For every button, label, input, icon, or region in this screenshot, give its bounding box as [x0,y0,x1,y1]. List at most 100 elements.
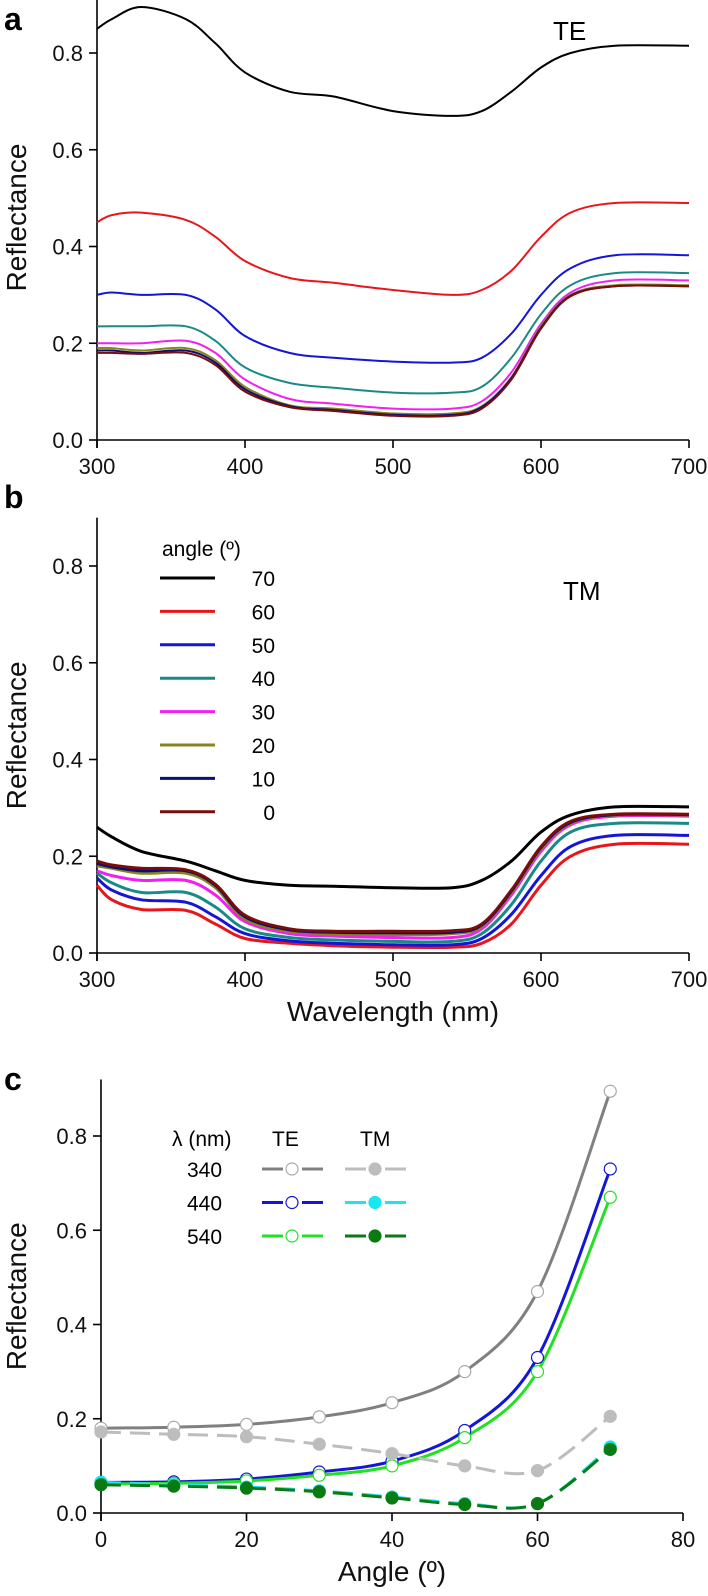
series-line-TE-540 [100,1196,612,1486]
y-tick-label: 0.4 [56,1313,87,1338]
x-tick-label: 60 [525,1527,549,1552]
data-point-TE-540 [312,1468,326,1482]
y-tick-label: 0.8 [56,1124,87,1149]
x-tick-label: 400 [227,454,264,479]
y-tick-label: 0.6 [56,1218,87,1243]
legend-label-40: 40 [252,668,275,691]
legend-header-wavelength: λ (nm) [172,1128,232,1151]
legend-label-10: 10 [252,768,275,791]
y-tick-label: 0.6 [52,138,83,163]
y-tick-label: 0.6 [52,651,83,676]
data-point-TE-540 [603,1190,617,1204]
data-point-TE-340 [603,1084,617,1098]
legend-header-te: TE [272,1128,299,1151]
y-tick-label: 0.0 [52,941,83,966]
data-point-TM-540 [530,1496,545,1511]
x-tick-label: 40 [380,1527,404,1552]
data-point-TE-340 [458,1365,472,1379]
data-point-TE-440 [603,1162,617,1176]
data-point-TM-540 [239,1481,254,1495]
x-tick-label: 300 [79,967,116,992]
x-tick-label: 300 [79,454,116,479]
data-point-TM-340 [167,1427,181,1441]
panel-a: a 0.0 0.2 0.4 0.6 0.8 300 400 500 600 700 Reflectan… [1,0,707,479]
legend-marker-TM-540 [368,1229,382,1243]
data-point-TM-340 [239,1430,254,1444]
legend-label-340: 340 [187,1159,222,1182]
y-tick-label: 0.8 [52,41,83,66]
legend-title: angle (º) [162,538,241,561]
y-tick-label: 0.4 [52,748,83,773]
data-point-TM-540 [603,1442,617,1456]
x-tick-label: 700 [671,967,708,992]
y-tick-label: 0.2 [56,1407,87,1432]
x-axis-label: Wavelength (nm) [287,996,499,1027]
legend-marker-TM-440 [368,1195,382,1210]
x-tick-label: 700 [671,454,708,479]
panel-letter: c [4,1061,22,1097]
data-point-TM-540 [458,1497,472,1512]
series-line-60 [95,841,690,950]
series-line-10 [96,284,690,417]
series-line-40 [96,821,690,944]
data-point-TE-540 [385,1459,399,1473]
x-axis-label: Angle (º) [338,1556,446,1587]
y-tick-label: 0.4 [52,235,83,260]
x-tick-label: 500 [375,967,412,992]
series-line-70 [96,5,690,117]
panel-letter: b [4,479,24,515]
legend-label-60: 60 [252,601,275,624]
data-point-TE-440 [530,1350,545,1365]
series-line-50 [96,253,690,364]
x-tick-label: 80 [671,1527,695,1552]
x-tick-label: 600 [523,967,560,992]
series-line-30 [96,278,690,411]
data-point-TM-340 [385,1447,399,1461]
data-point-TM-340 [603,1409,617,1423]
series-line-30 [96,813,690,940]
legend-label-20: 20 [252,735,275,758]
legend-marker-TM-340 [368,1162,382,1176]
x-tick-label: 600 [523,454,560,479]
series-line-0 [96,812,690,933]
y-tick-label: 0.0 [56,1501,87,1526]
data-point-TE-340 [312,1410,326,1424]
data-point-TM-340 [312,1437,326,1451]
x-tick-label: 500 [375,454,412,479]
data-point-TM-540 [94,1478,108,1492]
legend-label-30: 30 [252,702,275,725]
mode-annotation: TM [563,576,601,606]
y-axis-label: Reflectance [1,144,32,292]
data-point-TM-540 [167,1479,181,1493]
y-tick-label: 0.2 [52,331,83,356]
mode-annotation: TE [553,16,586,46]
data-point-TE-540 [458,1430,472,1445]
legend-marker-TE-340 [285,1162,299,1176]
panel-c: c 0.0 0.2 0.4 0.6 0.8 0 20 40 60 80 Reflectance Angl… [1,1061,695,1587]
y-tick-label: 0.0 [52,428,83,453]
y-axis-label: Reflectance [1,1222,32,1370]
y-axis-label: Reflectance [1,661,32,809]
data-point-TM-340 [94,1425,108,1439]
y-tick-label: 0.2 [52,844,83,869]
data-point-TM-540 [385,1491,399,1505]
x-tick-label: 20 [234,1527,258,1552]
data-point-TE-340 [385,1396,399,1410]
panel-letter: a [4,1,22,37]
data-point-TE-540 [530,1365,545,1379]
y-tick-label: 0.8 [52,554,83,579]
data-point-TM-340 [530,1463,545,1478]
data-point-TM-340 [458,1459,472,1473]
data-point-TE-340 [239,1417,254,1432]
legend-label-70: 70 [252,568,275,591]
x-tick-label: 0 [95,1527,107,1552]
legend-marker-TE-540 [285,1229,299,1243]
legend-label-0: 0 [263,802,275,825]
series-line-60 [96,201,690,296]
series-line-20 [96,283,690,416]
series-line-50 [96,833,690,947]
legend-label-540: 540 [187,1226,222,1249]
x-tick-label: 400 [227,967,264,992]
legend-marker-TE-440 [285,1195,299,1210]
